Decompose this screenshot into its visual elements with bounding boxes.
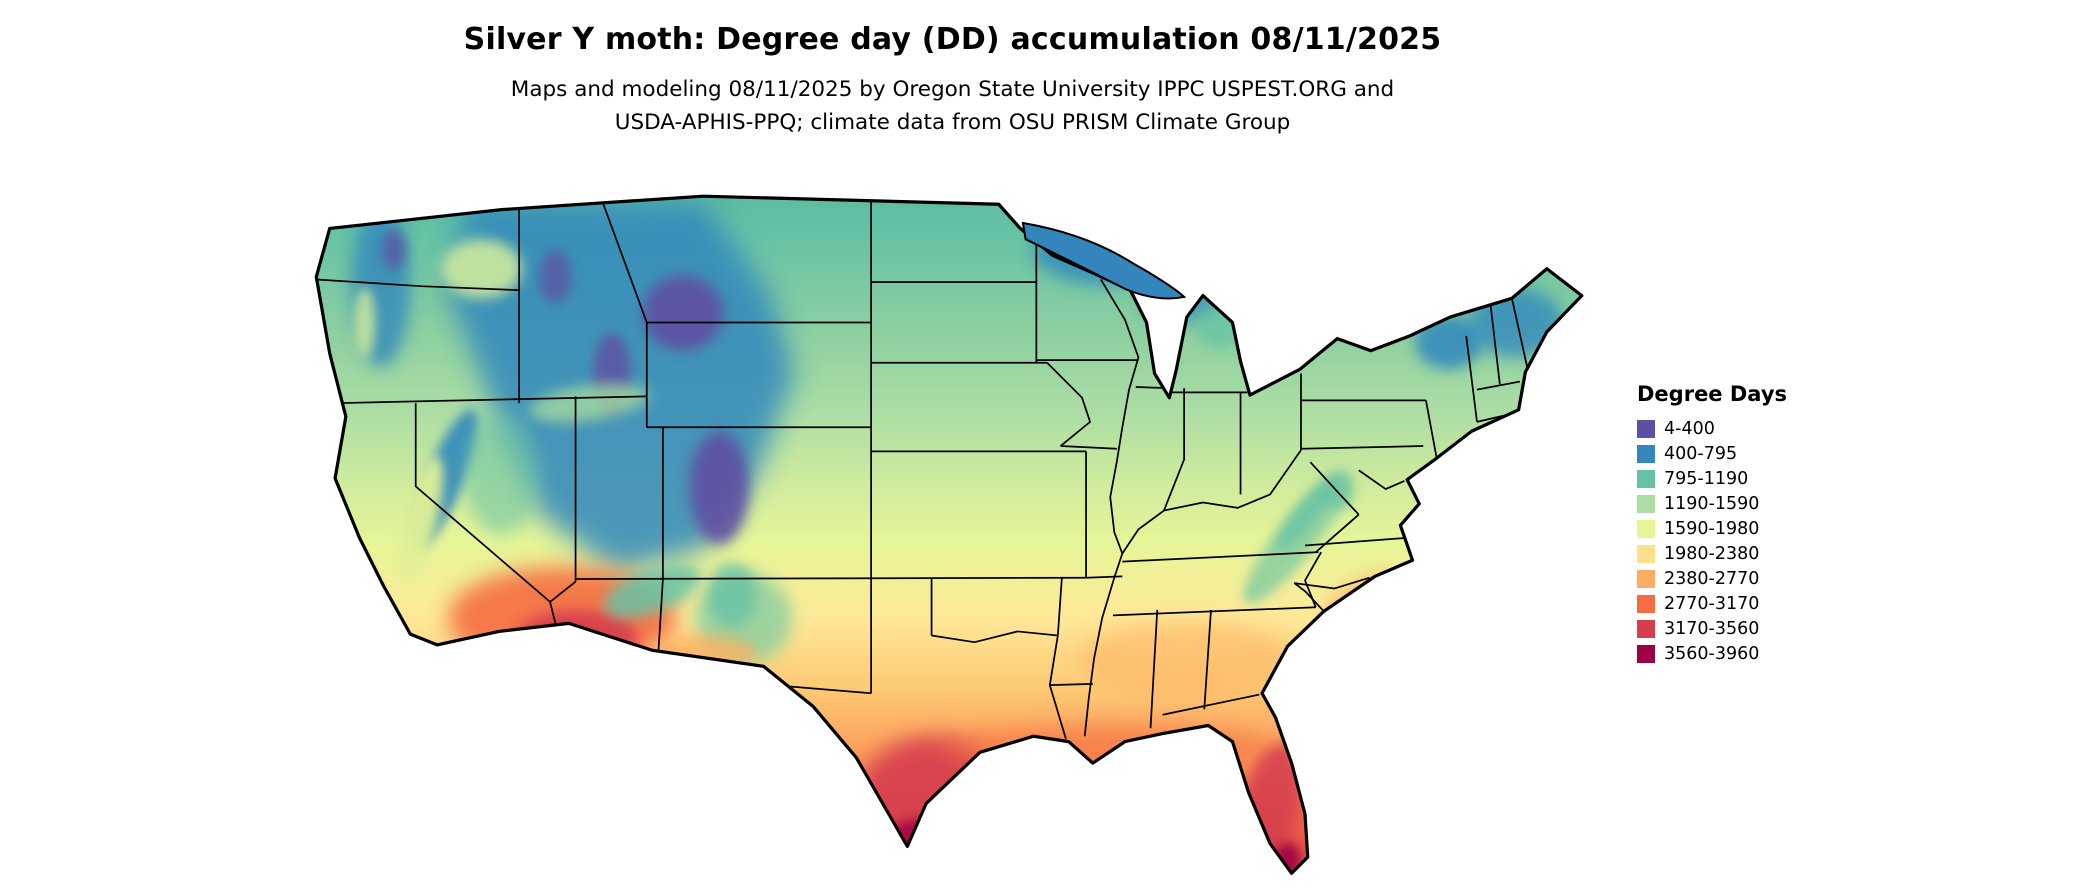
- legend-items: 4-400 400-795 795-1190 1190-1590 1590-19…: [1637, 416, 1877, 666]
- legend-label: 3560-3960: [1664, 643, 1760, 664]
- legend-title: Degree Days: [1637, 382, 1788, 406]
- legend-label: 4-400: [1664, 418, 1715, 439]
- legend-item: 3560-3960: [1637, 641, 1877, 666]
- legend-item: 4-400: [1637, 416, 1877, 441]
- legend: Degree Days 4-400 400-795 795-1190 1190-…: [1637, 382, 1877, 666]
- legend-item: 3170-3560: [1637, 616, 1877, 641]
- legend-label: 3170-3560: [1664, 618, 1760, 639]
- legend-label: 400-795: [1664, 443, 1738, 464]
- map-subtitle-line2: USDA-APHIS-PPQ; climate data from OSU PR…: [614, 110, 1291, 135]
- legend-item: 1980-2380: [1637, 541, 1877, 566]
- legend-item: 1190-1590: [1637, 491, 1877, 516]
- legend-swatch: [1637, 469, 1655, 488]
- degree-day-raster: [316, 196, 1582, 874]
- legend-swatch: [1637, 494, 1655, 513]
- map-title: Silver Y moth: Degree day (DD) accumulat…: [463, 22, 1442, 57]
- us-degree-day-map: [300, 172, 1590, 884]
- legend-label: 2380-2770: [1664, 568, 1760, 589]
- legend-swatch: [1637, 569, 1655, 588]
- legend-swatch: [1637, 619, 1655, 638]
- legend-swatch: [1637, 644, 1655, 663]
- map-header: Silver Y moth: Degree day (DD) accumulat…: [0, 22, 1905, 139]
- us-outline: [314, 194, 1584, 875]
- map-subtitle-line1: Maps and modeling 08/11/2025 by Oregon S…: [510, 77, 1395, 102]
- legend-label: 1190-1590: [1664, 493, 1760, 514]
- legend-label: 1590-1980: [1664, 518, 1760, 539]
- legend-item: 400-795: [1637, 441, 1877, 466]
- legend-swatch: [1637, 544, 1655, 563]
- map-subtitle: Maps and modeling 08/11/2025 by Oregon S…: [0, 73, 1905, 139]
- us-map-svg: [314, 194, 1584, 875]
- legend-swatch: [1637, 594, 1655, 613]
- legend-item: 795-1190: [1637, 466, 1877, 491]
- legend-item: 2380-2770: [1637, 566, 1877, 591]
- legend-swatch: [1637, 519, 1655, 538]
- legend-item: 2770-3170: [1637, 591, 1877, 616]
- legend-label: 1980-2380: [1664, 543, 1760, 564]
- legend-label: 795-1190: [1664, 468, 1749, 489]
- state-borders: [316, 198, 1529, 740]
- legend-swatch: [1637, 444, 1655, 463]
- legend-label: 2770-3170: [1664, 593, 1760, 614]
- legend-swatch: [1637, 419, 1655, 438]
- legend-item: 1590-1980: [1637, 516, 1877, 541]
- lake-superior-shape: [1021, 221, 1187, 300]
